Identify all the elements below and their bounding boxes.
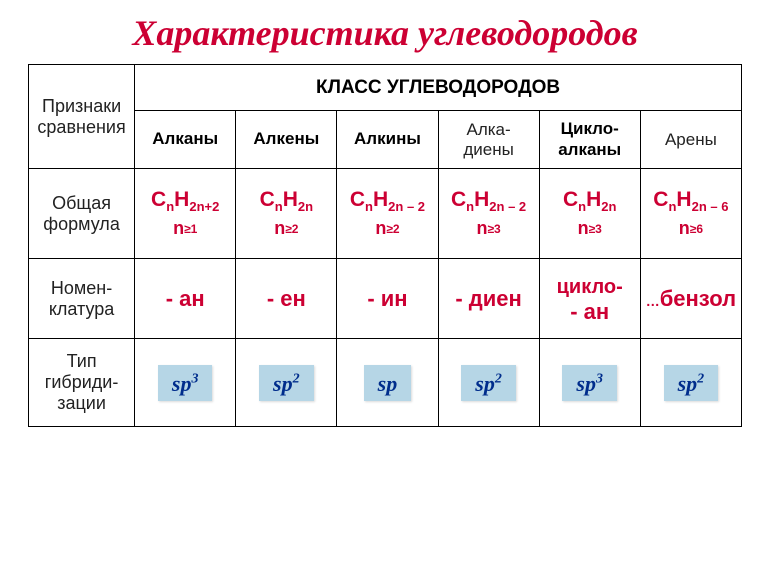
- formula-cell-5: CnH2n – 6n≥6: [640, 169, 741, 259]
- table-row-nomen: Номен-клатура - ан- ен- ин- диенцикло-- …: [29, 259, 742, 339]
- col-header-5: Арены: [640, 111, 741, 169]
- sp-cell-4: sp3: [539, 339, 640, 427]
- table-row: Признаки сравнения КЛАСС УГЛЕВОДОРОДОВ: [29, 65, 742, 111]
- col-header-2: Алкины: [337, 111, 438, 169]
- formula-cell-2: CnH2n – 2n≥2: [337, 169, 438, 259]
- suffix-cell-1: - ен: [236, 259, 337, 339]
- row-header-formula: Общая формула: [29, 169, 135, 259]
- col-header-3: Алка-диены: [438, 111, 539, 169]
- formula-cell-4: CnH2nn≥3: [539, 169, 640, 259]
- suffix-cell-3: - диен: [438, 259, 539, 339]
- row-header-nomen: Номен-клатура: [29, 259, 135, 339]
- formula-cell-0: CnH2n+2n≥1: [135, 169, 236, 259]
- formula-cell-1: CnH2nn≥2: [236, 169, 337, 259]
- table-row-hybrid: Тип гибриди-зации sp3sp2spsp2sp3sp2: [29, 339, 742, 427]
- sp-cell-5: sp2: [640, 339, 741, 427]
- formula-cell-3: CnH2n – 2n≥3: [438, 169, 539, 259]
- hydrocarbons-table: Признаки сравнения КЛАСС УГЛЕВОДОРОДОВ А…: [28, 64, 742, 427]
- col-header-0: Алканы: [135, 111, 236, 169]
- suffix-cell-4: цикло-- ан: [539, 259, 640, 339]
- col-header-4: Цикло-алканы: [539, 111, 640, 169]
- page-title: Характеристика углеводородов: [28, 12, 742, 54]
- sp-cell-0: sp3: [135, 339, 236, 427]
- sp-cell-3: sp2: [438, 339, 539, 427]
- col-header-1: Алкены: [236, 111, 337, 169]
- suffix-cell-0: - ан: [135, 259, 236, 339]
- row-header-hybrid: Тип гибриди-зации: [29, 339, 135, 427]
- slide: Характеристика углеводородов Признаки ср…: [0, 0, 770, 577]
- group-header: КЛАСС УГЛЕВОДОРОДОВ: [135, 65, 742, 111]
- row-header-feature: Признаки сравнения: [29, 65, 135, 169]
- sp-cell-1: sp2: [236, 339, 337, 427]
- suffix-cell-5: …бензол: [640, 259, 741, 339]
- sp-cell-2: sp: [337, 339, 438, 427]
- suffix-cell-2: - ин: [337, 259, 438, 339]
- table-row-formula: Общая формула CnH2n+2n≥1CnH2nn≥2CnH2n – …: [29, 169, 742, 259]
- table-row-colheaders: АлканыАлкеныАлкиныАлка-диеныЦикло-алканы…: [29, 111, 742, 169]
